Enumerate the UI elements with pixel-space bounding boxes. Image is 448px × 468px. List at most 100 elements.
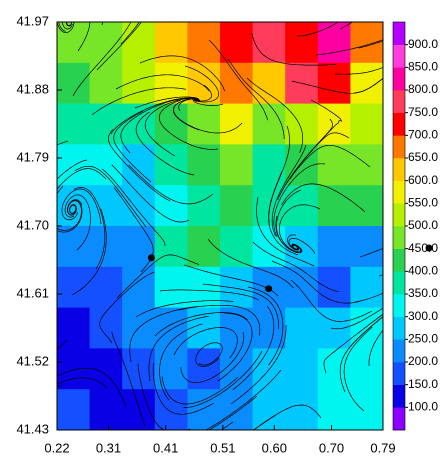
contour-cell bbox=[285, 307, 319, 349]
streamline bbox=[73, 187, 106, 270]
streamline bbox=[195, 342, 223, 367]
overlay: 0.22 0.31 0.41 0.51 0.60 0.70 0.79 41.43 41.52 41… bbox=[16, 13, 395, 455]
contour-cell bbox=[187, 348, 221, 390]
streamline bbox=[139, 55, 225, 92]
contour-cell bbox=[154, 226, 188, 268]
y-tick-label: 41.97 bbox=[16, 13, 49, 28]
marker bbox=[265, 285, 273, 293]
contour-cell bbox=[220, 348, 254, 390]
streamline bbox=[334, 66, 383, 75]
contour-cell bbox=[57, 103, 91, 145]
colorbar-band bbox=[393, 316, 405, 340]
contour-cell bbox=[317, 226, 351, 268]
contour-cell bbox=[220, 266, 254, 309]
streamline bbox=[330, 307, 383, 330]
colorbar-band bbox=[393, 248, 405, 272]
contour-cell bbox=[187, 144, 221, 186]
streamline bbox=[57, 367, 127, 408]
streamline bbox=[278, 204, 321, 253]
colorbar-tick-label: 200.0 bbox=[408, 354, 438, 368]
streamline bbox=[57, 200, 83, 233]
colorbar-tick-label: 300.0 bbox=[408, 309, 438, 323]
contour-cell bbox=[252, 226, 286, 268]
contour-cell bbox=[285, 226, 319, 268]
y-tick-label: 41.43 bbox=[16, 421, 49, 436]
contour-cell bbox=[187, 389, 221, 431]
y-tick-label: 41.79 bbox=[16, 149, 49, 164]
streamline bbox=[315, 39, 383, 56]
streamline bbox=[57, 168, 107, 190]
streamline bbox=[115, 74, 210, 92]
streamline bbox=[231, 324, 287, 405]
x-tick-label: 0.70 bbox=[319, 440, 344, 455]
streamline bbox=[217, 312, 253, 382]
contour-field bbox=[57, 22, 384, 431]
y-tick-label: 41.52 bbox=[16, 353, 49, 368]
contour-cell bbox=[154, 144, 188, 186]
streamline bbox=[74, 165, 147, 228]
contour-cell bbox=[220, 185, 254, 227]
streamline bbox=[159, 289, 259, 301]
contour-cell bbox=[89, 144, 123, 186]
contour-cell bbox=[317, 62, 351, 105]
streamline bbox=[128, 164, 214, 205]
streamline bbox=[183, 264, 279, 297]
colorbar-band bbox=[393, 44, 405, 68]
contour-cell bbox=[57, 348, 91, 390]
streamline bbox=[273, 163, 326, 238]
streamline bbox=[99, 271, 155, 344]
contour-cell bbox=[220, 226, 254, 268]
colorbar-band bbox=[393, 407, 405, 431]
x-tick-label: 0.79 bbox=[370, 440, 395, 455]
contour-cell bbox=[89, 103, 123, 145]
contour-cell bbox=[57, 307, 91, 349]
streamline bbox=[208, 39, 269, 121]
streamline bbox=[152, 363, 215, 415]
streamline bbox=[91, 87, 186, 116]
colorbar-tick-label: 150.0 bbox=[408, 377, 438, 391]
streamline bbox=[111, 331, 146, 427]
x-tick-label: 0.22 bbox=[44, 440, 69, 455]
contour-cell bbox=[350, 348, 384, 390]
streamline bbox=[113, 110, 152, 183]
streamline bbox=[359, 248, 383, 258]
streamline bbox=[154, 312, 248, 337]
contour-cell bbox=[285, 103, 319, 145]
colorbar-tick-label: 600.0 bbox=[408, 173, 438, 187]
contour-cell bbox=[252, 307, 286, 349]
contour-cell bbox=[317, 389, 351, 431]
streamline bbox=[159, 323, 203, 401]
contour-cell bbox=[220, 22, 254, 64]
streamline bbox=[173, 327, 238, 359]
streamline bbox=[290, 279, 372, 322]
colorbar-band bbox=[393, 384, 405, 408]
contour-cell bbox=[187, 22, 221, 64]
colorbar-band bbox=[393, 362, 405, 385]
streamline bbox=[72, 22, 132, 97]
colorbar-band bbox=[393, 158, 405, 181]
contour-cell bbox=[89, 22, 123, 64]
contour-cell bbox=[154, 307, 188, 349]
colorbar-band bbox=[393, 67, 405, 91]
streamline bbox=[57, 377, 108, 389]
streamline bbox=[251, 32, 337, 66]
colorbar-band bbox=[393, 294, 405, 317]
contour-cell bbox=[154, 185, 188, 227]
streamline bbox=[158, 100, 219, 150]
contour-cell bbox=[122, 144, 156, 186]
contour-cell bbox=[317, 22, 351, 64]
streamline bbox=[296, 22, 339, 37]
streamline bbox=[135, 300, 234, 318]
streamline bbox=[268, 125, 291, 223]
streamline bbox=[271, 260, 360, 304]
colorbar-band bbox=[393, 180, 405, 204]
streamline bbox=[323, 313, 383, 374]
contour-cell bbox=[57, 185, 91, 227]
streamline bbox=[129, 306, 198, 363]
contour-cell bbox=[89, 185, 123, 227]
contour-cell bbox=[89, 389, 123, 431]
contour-cell bbox=[350, 307, 384, 349]
colorbar-band bbox=[393, 112, 405, 136]
contour-cell bbox=[57, 62, 91, 105]
